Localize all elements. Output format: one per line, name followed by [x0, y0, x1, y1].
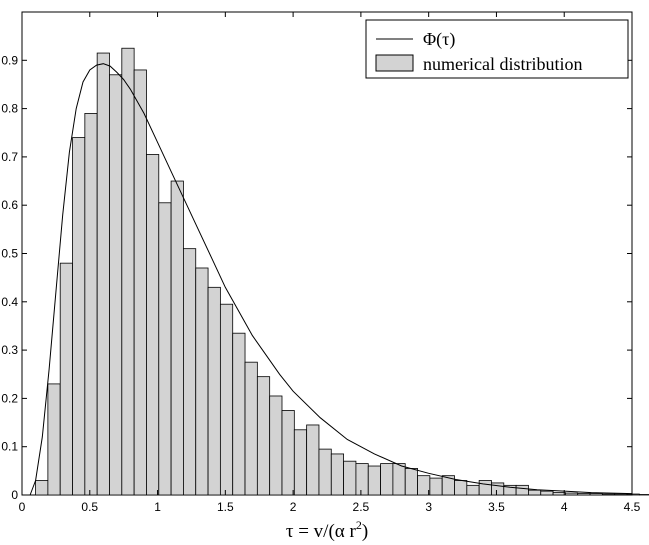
- x-tick-label: 1: [154, 500, 161, 514]
- histogram-bar: [355, 463, 369, 496]
- phi-curve-layer: [29, 63, 633, 496]
- histogram-bar: [219, 303, 234, 496]
- histogram-bar: [232, 332, 246, 496]
- histogram-bar: [269, 395, 283, 496]
- histogram-bar: [367, 465, 381, 496]
- histogram-bar: [589, 493, 603, 496]
- histogram-bar: [133, 69, 147, 496]
- phi-curve: [29, 63, 633, 496]
- x-tick-label: 3: [425, 500, 432, 514]
- histogram-bar: [392, 463, 406, 496]
- legend-bar-swatch: [375, 54, 414, 72]
- x-tick-label: 4: [561, 500, 568, 514]
- legend-label-phi: Φ(τ): [423, 29, 455, 50]
- x-tick-label: 2: [290, 500, 297, 514]
- histogram-bar: [577, 493, 591, 496]
- histogram-bar: [170, 180, 184, 496]
- histogram-bar: [158, 202, 172, 496]
- histogram-bar: [109, 74, 123, 496]
- histogram-bar: [343, 460, 357, 496]
- histogram-bar: [281, 410, 295, 496]
- histogram-bar: [72, 137, 86, 496]
- histogram-bar: [565, 492, 579, 496]
- histogram-bar: [84, 113, 98, 496]
- y-tick-label: 0.4: [1, 295, 18, 309]
- x-axis-title: τ = v/(α r2): [286, 518, 368, 542]
- histogram-bar: [404, 468, 418, 496]
- histogram-bar: [306, 424, 320, 496]
- y-tick-label: 0.6: [1, 198, 18, 212]
- x-tick-label: 3.5: [488, 500, 505, 514]
- histogram-bar: [614, 493, 628, 496]
- histogram-bar: [47, 383, 61, 496]
- histogram-bar: [121, 47, 135, 496]
- x-axis-title-superscript: 2: [356, 518, 362, 532]
- histogram-bar: [256, 376, 271, 496]
- histogram-bar: [330, 453, 345, 496]
- histogram-bar: [417, 475, 431, 496]
- histogram-bar: [96, 52, 110, 496]
- x-tick-label: 1.5: [217, 500, 234, 514]
- y-tick-label: 0.7: [1, 150, 18, 164]
- histogram-bar: [318, 448, 332, 496]
- histogram-bar: [540, 490, 554, 496]
- histogram-bar: [478, 480, 492, 496]
- histogram-bar: [244, 361, 258, 496]
- y-tick-label: 0.3: [1, 343, 18, 357]
- histogram-bar: [146, 154, 160, 496]
- histogram-bar: [207, 286, 221, 496]
- legend: Φ(τ) numerical distribution: [365, 19, 629, 79]
- x-tick-label: 2.5: [353, 500, 370, 514]
- histogram-bar: [601, 493, 616, 496]
- histogram-bar: [466, 484, 480, 496]
- histogram-bar: [380, 463, 394, 496]
- histogram-bar: [454, 480, 468, 496]
- x-tick-label: 0.5: [81, 500, 98, 514]
- histogram-bar: [515, 484, 529, 496]
- x-tick-label: 4.5: [624, 500, 641, 514]
- histogram-bar: [183, 248, 197, 496]
- histogram-bar: [293, 429, 308, 496]
- histogram-bar: [195, 267, 209, 496]
- y-tick-label: 0: [11, 488, 18, 502]
- histogram-bar: [35, 480, 49, 496]
- y-tick-label: 0.8: [1, 102, 18, 116]
- y-tick-label: 0.5: [1, 247, 18, 261]
- legend-label-numerical: numerical distribution: [423, 54, 582, 74]
- y-tick-labels: 0 0.1 0.2 0.3 0.4 0.5 0.6 0.7 0.8 0.9: [1, 53, 18, 502]
- histogram-bar: [429, 477, 443, 496]
- x-tick-label: 0: [19, 500, 26, 514]
- y-tick-label: 0.1: [1, 440, 18, 454]
- y-tick-label: 0.9: [1, 53, 18, 67]
- histogram-bar: [59, 262, 73, 496]
- histogram-bars: [35, 47, 649, 496]
- histogram-bar: [528, 489, 542, 496]
- y-tick-label: 0.2: [1, 391, 18, 405]
- x-tick-labels: 0 0.5 1 1.5 2 2.5 3 3.5 4 4.5: [19, 500, 641, 514]
- histogram-bar: [552, 492, 566, 496]
